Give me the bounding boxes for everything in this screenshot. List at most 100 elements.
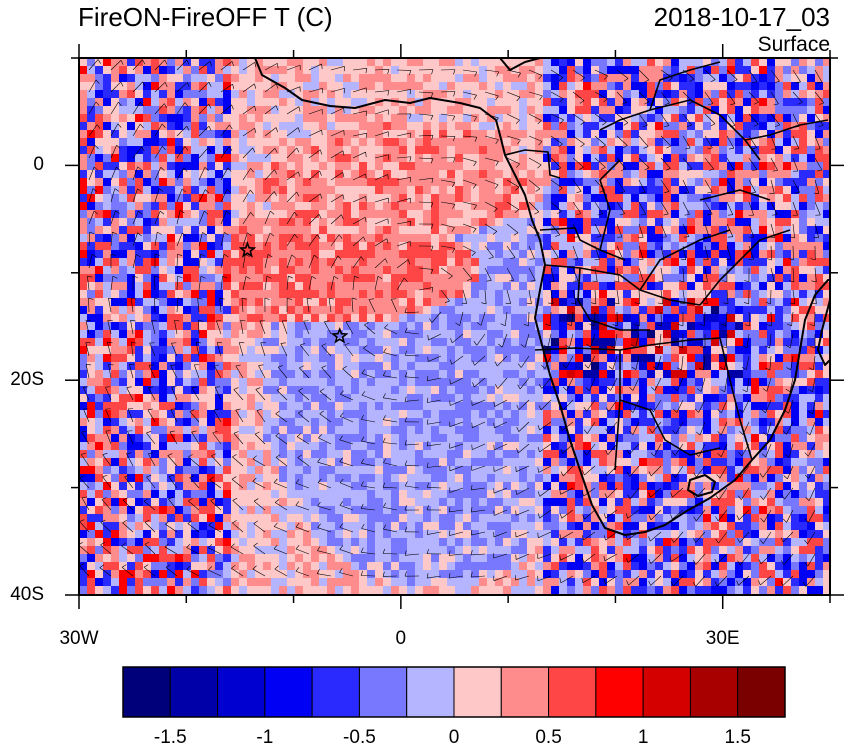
field-cell: [87, 322, 95, 330]
field-cell: [175, 458, 183, 466]
field-cell: [351, 242, 359, 250]
field-cell: [119, 546, 127, 554]
field-cell: [319, 306, 327, 314]
field-cell: [335, 218, 343, 226]
field-cell: [239, 122, 247, 130]
field-cell: [343, 402, 351, 410]
field-cell: [439, 490, 447, 498]
field-cell: [687, 90, 695, 98]
field-cell: [111, 490, 119, 498]
field-cell: [471, 274, 479, 282]
field-cell: [135, 346, 143, 354]
field-cell: [647, 386, 655, 394]
field-cell: [775, 154, 783, 162]
field-cell: [327, 130, 335, 138]
field-cell: [463, 90, 471, 98]
field-cell: [407, 170, 415, 178]
field-cell: [735, 466, 743, 474]
field-cell: [815, 194, 823, 202]
field-cell: [103, 458, 111, 466]
field-cell: [487, 202, 495, 210]
field-cell: [631, 130, 639, 138]
field-cell: [343, 346, 351, 354]
field-cell: [247, 282, 255, 290]
field-cell: [311, 314, 319, 322]
field-cell: [599, 426, 607, 434]
field-cell: [183, 562, 191, 570]
field-cell: [391, 82, 399, 90]
field-cell: [807, 410, 815, 418]
field-cell: [167, 258, 175, 266]
field-cell: [551, 66, 559, 74]
field-cell: [767, 346, 775, 354]
field-cell: [623, 346, 631, 354]
field-cell: [479, 162, 487, 170]
field-cell: [495, 450, 503, 458]
field-cell: [527, 522, 535, 530]
field-cell: [335, 546, 343, 554]
field-cell: [455, 410, 463, 418]
field-cell: [295, 482, 303, 490]
field-cell: [335, 274, 343, 282]
field-cell: [175, 314, 183, 322]
field-cell: [423, 514, 431, 522]
field-cell: [599, 58, 607, 66]
field-cell: [207, 258, 215, 266]
field-cell: [495, 498, 503, 506]
field-cell: [767, 378, 775, 386]
field-cell: [567, 298, 575, 306]
field-cell: [263, 250, 271, 258]
field-cell: [159, 530, 167, 538]
field-cell: [815, 274, 823, 282]
field-cell: [615, 234, 623, 242]
field-cell: [671, 170, 679, 178]
field-cell: [743, 202, 751, 210]
field-cell: [103, 330, 111, 338]
field-cell: [575, 522, 583, 530]
field-cell: [239, 146, 247, 154]
field-cell: [135, 98, 143, 106]
field-cell: [135, 170, 143, 178]
field-cell: [359, 506, 367, 514]
field-cell: [583, 130, 591, 138]
field-cell: [263, 482, 271, 490]
field-cell: [719, 570, 727, 578]
field-cell: [471, 250, 479, 258]
field-cell: [415, 498, 423, 506]
field-cell: [687, 378, 695, 386]
field-cell: [351, 450, 359, 458]
field-cell: [695, 274, 703, 282]
field-cell: [791, 170, 799, 178]
field-cell: [367, 58, 375, 66]
field-cell: [455, 442, 463, 450]
field-cell: [279, 378, 287, 386]
field-cell: [351, 466, 359, 474]
field-cell: [791, 330, 799, 338]
field-cell: [591, 250, 599, 258]
field-cell: [631, 458, 639, 466]
field-cell: [111, 474, 119, 482]
field-cell: [455, 434, 463, 442]
field-cell: [719, 218, 727, 226]
field-cell: [679, 562, 687, 570]
field-cell: [471, 58, 479, 66]
field-cell: [751, 210, 759, 218]
field-cell: [439, 146, 447, 154]
field-cell: [351, 146, 359, 154]
field-cell: [303, 322, 311, 330]
field-cell: [583, 202, 591, 210]
field-cell: [583, 410, 591, 418]
field-cell: [591, 226, 599, 234]
field-cell: [791, 498, 799, 506]
field-cell: [223, 130, 231, 138]
field-cell: [255, 474, 263, 482]
field-cell: [599, 218, 607, 226]
field-cell: [359, 458, 367, 466]
field-cell: [823, 490, 830, 498]
field-cell: [111, 234, 119, 242]
field-cell: [135, 258, 143, 266]
field-cell: [615, 306, 623, 314]
field-cell: [687, 506, 695, 514]
field-cell: [535, 258, 543, 266]
field-cell: [127, 434, 135, 442]
